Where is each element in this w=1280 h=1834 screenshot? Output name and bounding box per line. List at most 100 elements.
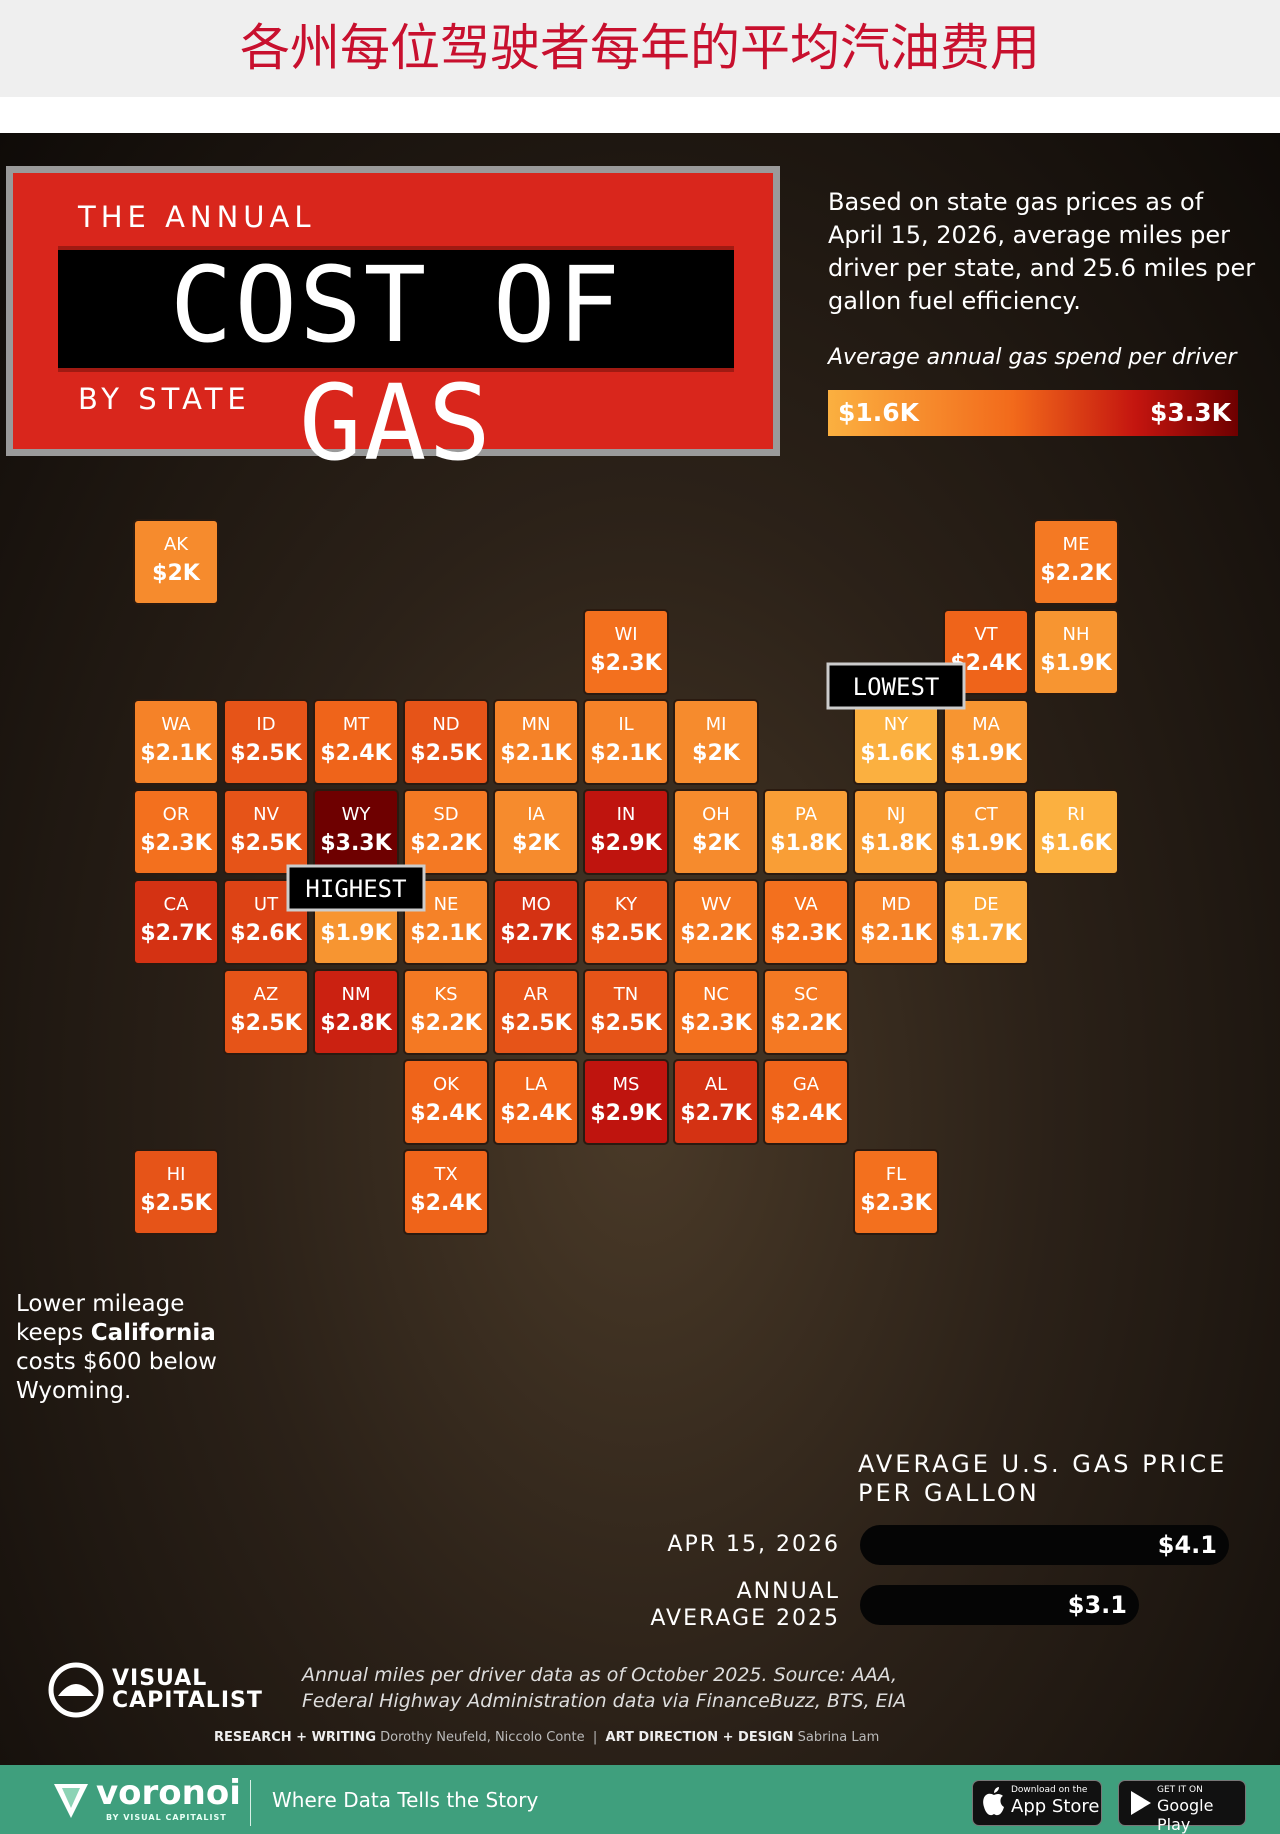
- state-value: $1.8K: [770, 831, 842, 856]
- brand: voronoi: [96, 1773, 241, 1813]
- state-tile: [403, 1149, 489, 1235]
- state-tile: [673, 969, 759, 1055]
- state-tile: [583, 789, 669, 875]
- state-code: UT: [254, 894, 279, 915]
- state-code: IA: [527, 804, 545, 825]
- state-code: NH: [1063, 624, 1090, 645]
- state-code: CA: [164, 894, 190, 915]
- state-value: $2.2K: [680, 921, 752, 946]
- logo-icon: [48, 1662, 104, 1718]
- state-tile: [853, 789, 939, 875]
- store-big: App Store: [1011, 1796, 1100, 1817]
- state-tile: [853, 879, 939, 965]
- state-code: WA: [161, 714, 191, 735]
- credits: RESEARCH + WRITING Dorothy Neufeld, Nicc…: [214, 1730, 880, 1745]
- state-value: $2.9K: [590, 1101, 662, 1126]
- state-code: MO: [521, 894, 551, 915]
- state-value: $3.3K: [320, 831, 392, 856]
- state-code: IN: [617, 804, 636, 825]
- state-code: CT: [974, 804, 999, 825]
- annotation-bold: California: [90, 1320, 216, 1346]
- state-tile: [763, 879, 849, 965]
- state-code: HI: [167, 1164, 186, 1185]
- state-tile: [583, 1059, 669, 1145]
- state-tile: [763, 969, 849, 1055]
- annotation-text: Lower mileage keeps: [16, 1291, 185, 1346]
- state-tile: [313, 699, 399, 785]
- state-value: $2K: [152, 561, 201, 586]
- state-code: SD: [433, 804, 458, 825]
- state-value: $1.6K: [1040, 831, 1112, 856]
- state-code: LA: [525, 1074, 548, 1095]
- state-code: MA: [972, 714, 1001, 735]
- brand-icon: [54, 1784, 88, 1818]
- callout: HIGHEST: [305, 875, 406, 903]
- state-tile: [763, 1059, 849, 1145]
- price-value: $4.1: [1158, 1531, 1217, 1559]
- state-code: VA: [794, 894, 818, 915]
- app-store-button[interactable]: Download on the App Store: [972, 1780, 1102, 1826]
- state-value: $2.5K: [230, 1011, 302, 1036]
- state-code: RI: [1067, 804, 1085, 825]
- state-value: $2.3K: [770, 921, 842, 946]
- state-value: $2.3K: [590, 651, 662, 676]
- state-code: OK: [433, 1074, 460, 1095]
- source: Annual miles per driver data as of Octob…: [302, 1664, 907, 1712]
- state-code: OR: [163, 804, 190, 825]
- legend-max: $3.3K: [1150, 398, 1232, 427]
- state-code: VT: [974, 624, 998, 645]
- state-value: $2.1K: [860, 921, 932, 946]
- state-code: NM: [342, 984, 371, 1005]
- state-code: AK: [164, 534, 189, 555]
- state-value: $2K: [692, 741, 741, 766]
- state-tile: [133, 1149, 219, 1235]
- state-value: $2.4K: [320, 741, 392, 766]
- state-value: $2.1K: [590, 741, 662, 766]
- store-small: Download on the: [1011, 1785, 1088, 1795]
- google-play-button[interactable]: GET IT ON Google Play: [1118, 1780, 1246, 1834]
- state-tile: [493, 1059, 579, 1145]
- state-value: $2.7K: [140, 921, 212, 946]
- state-value: $1.6K: [860, 741, 932, 766]
- state-code: ME: [1063, 534, 1090, 555]
- state-tile: [493, 699, 579, 785]
- state-tile: [853, 1149, 939, 1235]
- annotation-text: costs $600 below Wyoming.: [16, 1349, 217, 1404]
- state-code: DE: [973, 894, 998, 915]
- state-tile: [403, 969, 489, 1055]
- state-value: $1.9K: [950, 831, 1022, 856]
- state-code: NE: [434, 894, 459, 915]
- state-tile: [223, 699, 309, 785]
- state-tile: [313, 969, 399, 1055]
- title-box: [58, 246, 734, 372]
- state-value: $2.2K: [410, 831, 482, 856]
- state-code: PA: [795, 804, 818, 825]
- credit-names: Sabrina Lam: [797, 1730, 880, 1745]
- state-tile: [583, 969, 669, 1055]
- callout-box: [826, 662, 966, 710]
- state-code: ND: [432, 714, 459, 735]
- state-tile: [673, 1059, 759, 1145]
- state-code: FL: [886, 1164, 906, 1185]
- price-label: APR 15, 2026: [667, 1532, 840, 1557]
- divider: [250, 1780, 251, 1826]
- state-value: $2.4K: [410, 1101, 482, 1126]
- state-code: WI: [614, 624, 637, 645]
- state-tile: [943, 699, 1029, 785]
- state-tile: [673, 879, 759, 965]
- price-label: ANNUAL AVERAGE 2025: [650, 1579, 840, 1631]
- state-value: $2.5K: [590, 1011, 662, 1036]
- state-code: MS: [613, 1074, 640, 1095]
- play-icon: [1131, 1791, 1151, 1815]
- state-value: $2.5K: [230, 831, 302, 856]
- kicker: THE ANNUAL: [78, 200, 316, 234]
- state-code: AZ: [254, 984, 279, 1005]
- state-code: TX: [433, 1164, 457, 1185]
- banner: 各州每位驾驶者每年的平均汽油费用: [0, 0, 1280, 97]
- title: COST OF GAS: [169, 244, 623, 484]
- subtitle: BY STATE: [78, 382, 251, 416]
- state-tile: [223, 789, 309, 875]
- state-code: NV: [253, 804, 279, 825]
- state-tile: [583, 609, 669, 695]
